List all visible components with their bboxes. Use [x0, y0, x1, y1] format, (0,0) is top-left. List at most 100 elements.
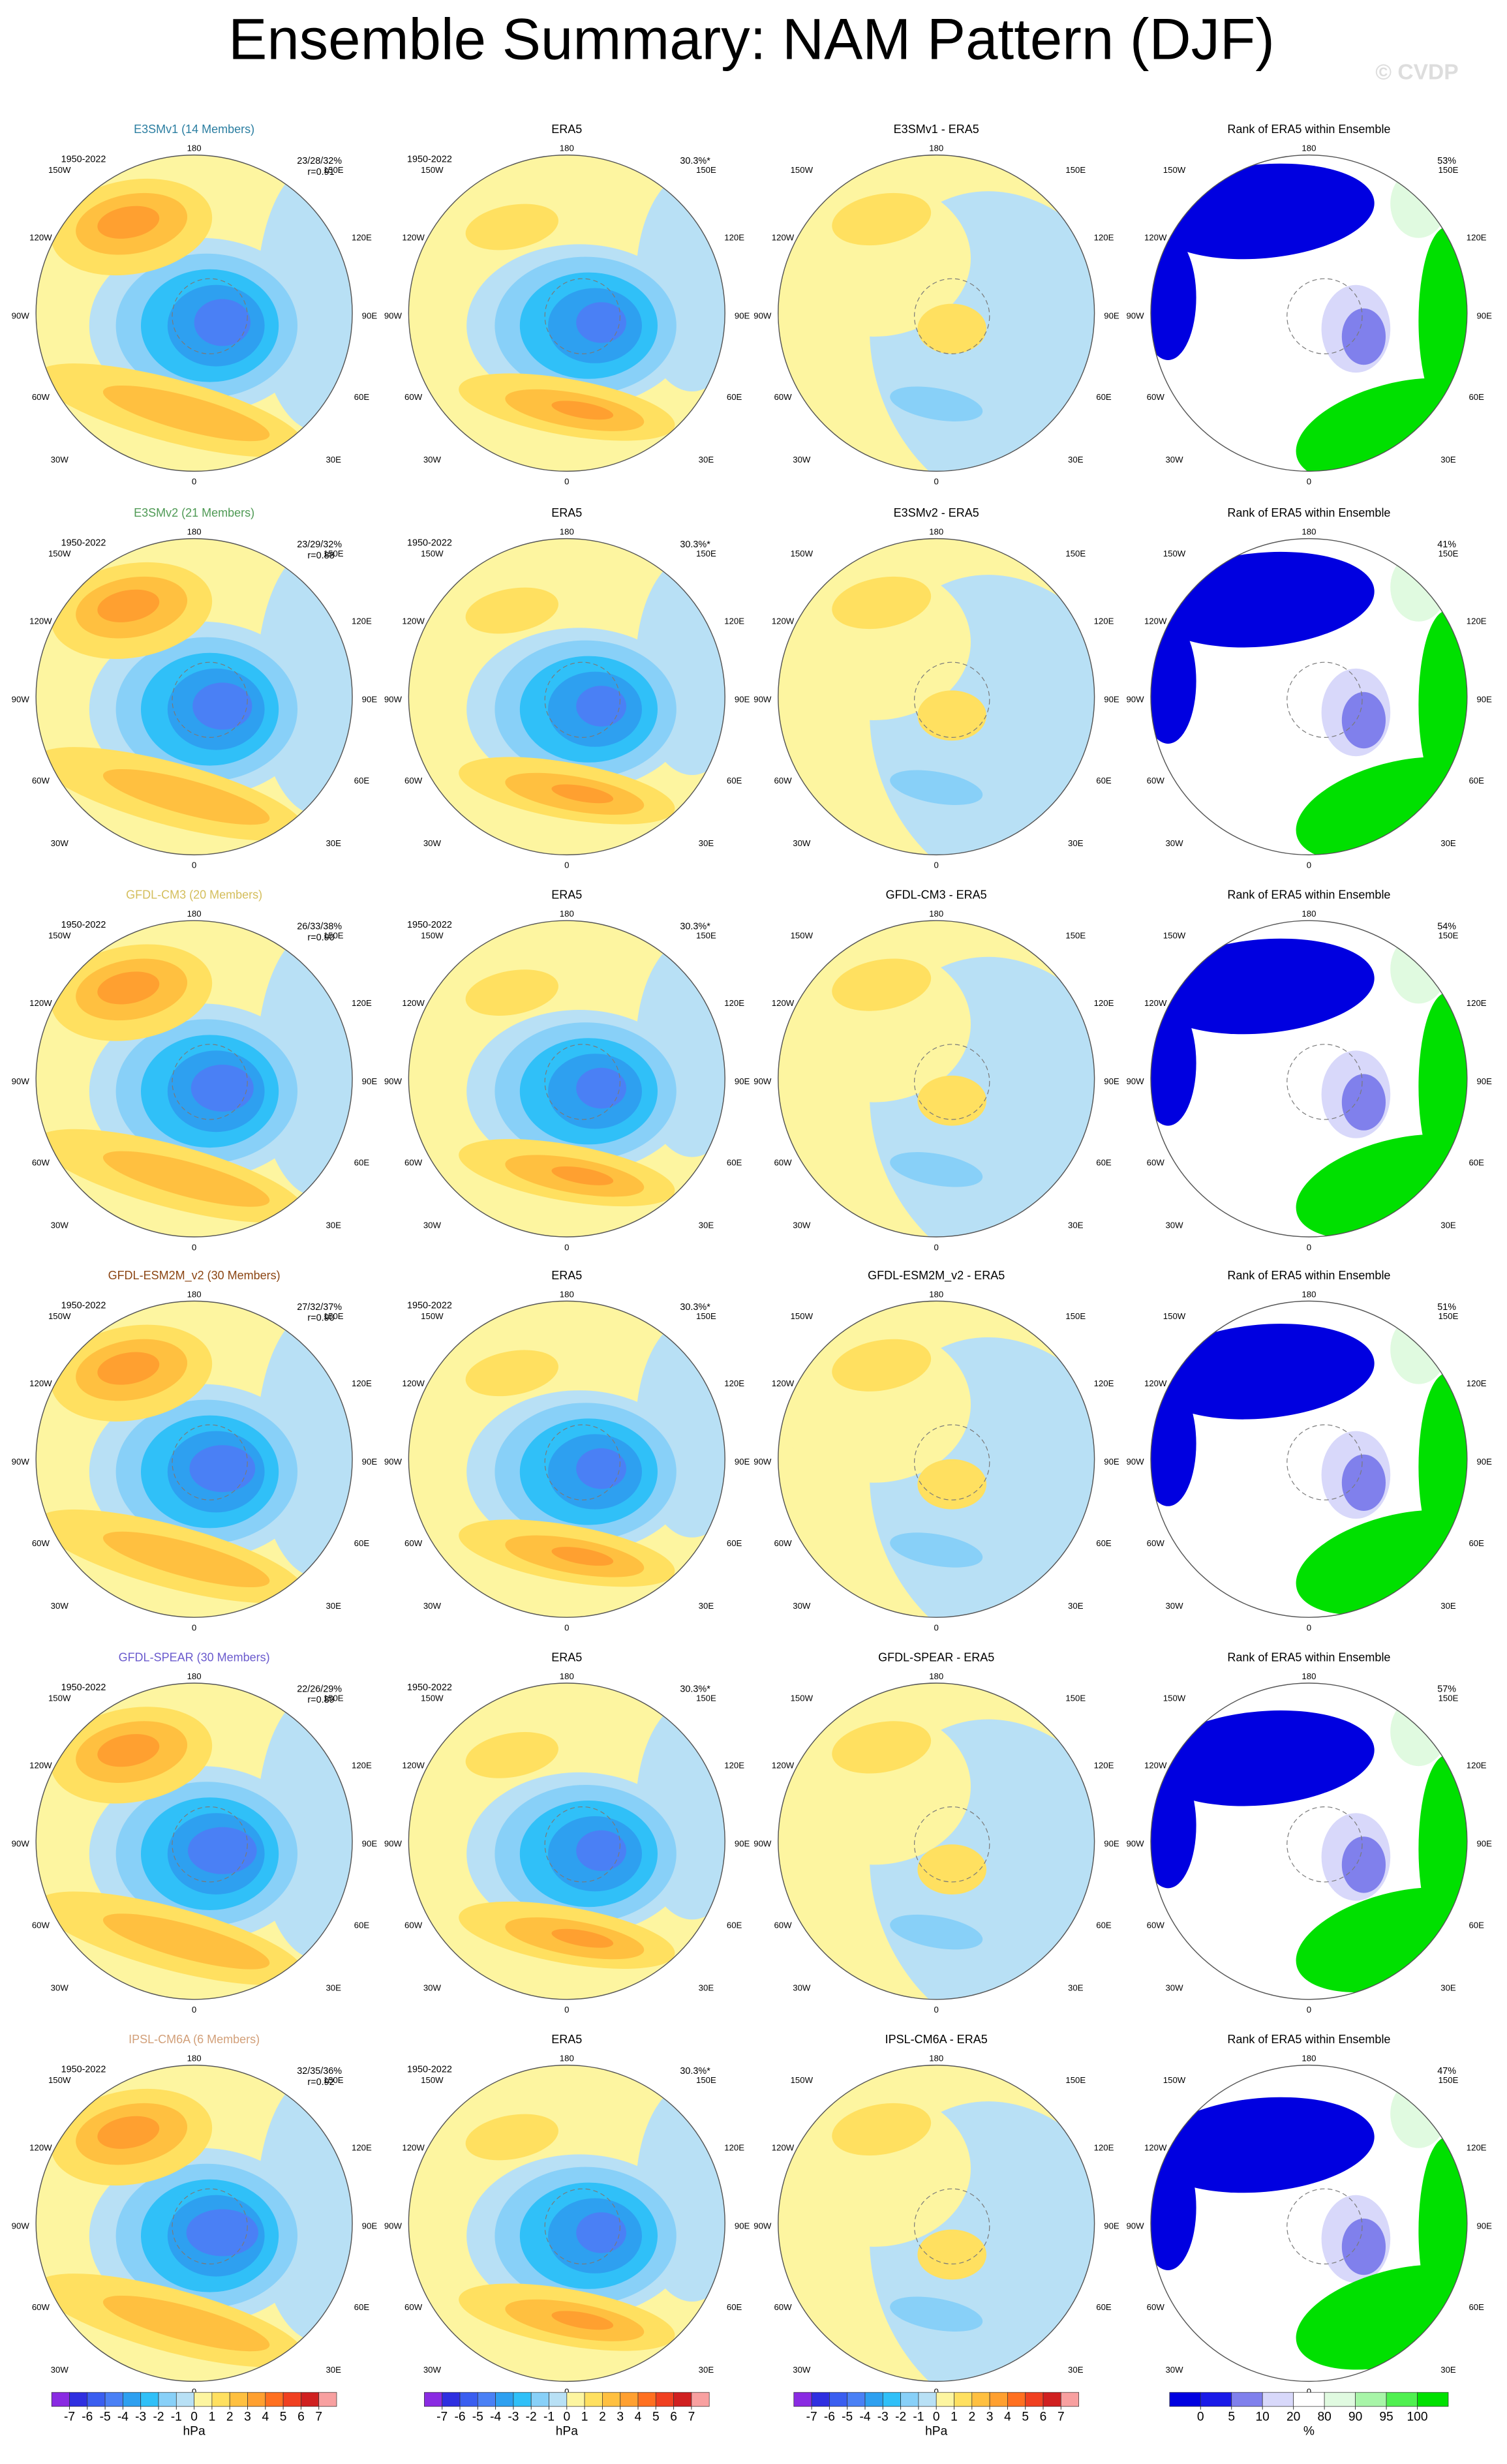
longitude-label: 30E — [699, 1601, 714, 1611]
contour-fill — [97, 205, 160, 239]
longitude-label: 30W — [793, 1983, 811, 1992]
longitude-label: 150W — [1163, 931, 1186, 941]
longitude-label: 30W — [1165, 1601, 1183, 1611]
longitude-label: 90E — [735, 1457, 750, 1467]
colorbar-box — [318, 2392, 337, 2407]
colorbar-box — [513, 2392, 532, 2407]
contour-fill — [97, 2116, 160, 2149]
longitude-label: 180 — [560, 2053, 574, 2063]
obs-variance: 30.3%* — [680, 1302, 710, 1313]
longitude-label: 60W — [404, 1920, 423, 1930]
map-border — [408, 1682, 725, 2000]
colorbar-units: % — [1303, 2424, 1315, 2438]
map-area — [36, 920, 352, 1237]
contour-fill — [1341, 692, 1386, 749]
map-panel: 180 150W 150E 120W 120E 90W 90E 60W 60E 30W 30E 0 — [1126, 2053, 1492, 2396]
contour-fill — [890, 2296, 983, 2332]
longitude-label: 150W — [48, 2075, 71, 2085]
longitude-label: 60E — [1096, 1158, 1112, 1168]
diff-title: E3SMv1 - ERA5 — [894, 123, 979, 136]
longitude-label: 60W — [774, 1538, 792, 1548]
longitude-label: 180 — [187, 2053, 202, 2063]
longitude-label: 60W — [1147, 2302, 1165, 2312]
longitude-label: 30W — [423, 2365, 442, 2375]
contour-fill — [1151, 235, 1196, 360]
colorbar-box — [459, 2392, 478, 2407]
longitude-label: 30E — [1068, 1983, 1084, 1992]
colorbar-tick-label: 10 — [1256, 2411, 1270, 2424]
obs-variance: 30.3%* — [680, 1684, 710, 1694]
longitude-label: 30W — [51, 838, 69, 848]
coast-outline — [172, 278, 248, 354]
longitude-label: 180 — [929, 2053, 943, 2063]
longitude-label: 30E — [699, 838, 714, 848]
contour-fill — [465, 2114, 558, 2161]
map-panel: 180 150W 150E 120W 120E 90W 90E 60W 60E 30W 30E 0 — [754, 1671, 1119, 2015]
colorbar-box — [1293, 2392, 1325, 2407]
longitude-label: 60E — [1096, 1920, 1112, 1930]
longitude-label: 90E — [1104, 1076, 1119, 1086]
longitude-label: 30E — [1440, 455, 1456, 464]
contour-fill — [1151, 2145, 1196, 2270]
contour-fill — [1341, 1454, 1386, 1511]
obs-period: 1950-2022 — [407, 2065, 452, 2075]
diff-title: GFDL-ESM2M_v2 - ERA5 — [868, 1269, 1005, 1283]
longitude-label: 120W — [402, 998, 425, 1008]
longitude-label: 180 — [1302, 909, 1316, 919]
longitude-label: 90W — [12, 1076, 30, 1086]
longitude-label: 120E — [1094, 1378, 1114, 1388]
contour-fill — [576, 302, 626, 343]
longitude-label: 180 — [929, 143, 943, 153]
longitude-label: 180 — [1302, 1289, 1316, 1299]
contour-fill — [917, 2229, 986, 2280]
longitude-label: 0 — [934, 2005, 939, 2015]
contour-fill — [890, 1914, 983, 1950]
longitude-label: 180 — [187, 1289, 202, 1299]
longitude-label: 0 — [1307, 1622, 1311, 1632]
map-area — [408, 155, 725, 472]
contour-fill — [465, 1350, 558, 1397]
colorbar-tick-label: -5 — [842, 2411, 853, 2424]
longitude-label: 90W — [1126, 1076, 1144, 1086]
longitude-label: 150E — [696, 2075, 716, 2085]
map-panel: 180 150W 150E 120W 120E 90W 90E 60W 60E 30W 30E 0 — [754, 2053, 1119, 2396]
longitude-label: 180 — [560, 143, 574, 153]
obs-variance: 30.3%* — [680, 540, 710, 550]
longitude-label: 120E — [724, 232, 744, 242]
colorbar-tick-label: 5 — [1228, 2411, 1235, 2424]
map-panel: 180 150W 150E 120W 120E 90W 90E 60W 60E 30W 30E 0 — [754, 143, 1119, 486]
colorbar-box — [954, 2392, 973, 2407]
contour-fill — [551, 1928, 614, 1948]
contour-fill — [917, 690, 986, 741]
contour-fill — [1151, 1763, 1196, 1889]
colorbar-box — [989, 2392, 1008, 2407]
contour-fill — [465, 969, 558, 1016]
longitude-label: 150E — [1438, 549, 1459, 558]
contour-fill — [1341, 308, 1386, 365]
longitude-label: 60E — [727, 1538, 742, 1548]
period: 1950-2022 — [61, 538, 106, 549]
longitude-label: 90E — [1476, 1457, 1492, 1467]
model-title: E3SMv2 (21 Members) — [134, 506, 254, 519]
longitude-label: 90W — [754, 1839, 772, 1849]
colorbar-units: hPa — [183, 2424, 206, 2438]
contour-fill — [1390, 2079, 1447, 2148]
longitude-label: 60E — [354, 2302, 370, 2312]
colorbar-box — [1025, 2392, 1044, 2407]
longitude-label: 120W — [29, 232, 52, 242]
obs-period: 1950-2022 — [407, 1682, 452, 1693]
longitude-label: 60E — [1096, 392, 1112, 402]
longitude-label: 90W — [1126, 311, 1144, 320]
colorbar-box — [620, 2392, 639, 2407]
longitude-label: 30E — [1440, 838, 1456, 848]
correlation: r=0.88 — [307, 551, 334, 561]
obs-title: ERA5 — [551, 123, 582, 136]
map-border — [1150, 1682, 1468, 2000]
colorbar-tick-label: 6 — [1040, 2411, 1047, 2424]
map-border — [778, 538, 1095, 856]
obs-period: 1950-2022 — [407, 1300, 452, 1311]
map-border — [408, 2064, 725, 2382]
longitude-label: 150E — [696, 931, 716, 941]
